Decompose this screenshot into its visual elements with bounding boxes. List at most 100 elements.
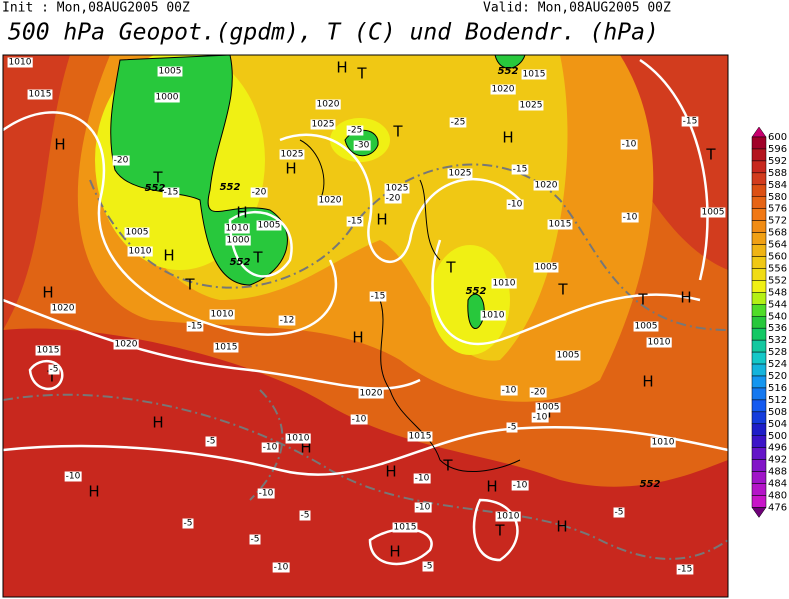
label-box <box>535 402 561 413</box>
isobar-label: 1005 <box>535 263 558 273</box>
isobar-label: 1015 <box>409 432 432 442</box>
pressure-center: T <box>705 146 716 164</box>
label-box <box>272 562 290 573</box>
colorbar-label: 592 <box>768 156 787 167</box>
label-box <box>392 522 418 533</box>
colorbar-swatch <box>751 172 767 186</box>
temperature-label: -15 <box>371 292 386 302</box>
label-box <box>224 223 250 234</box>
colorbar-label: 540 <box>768 311 787 322</box>
temperature-label: -10 <box>259 489 274 499</box>
temperature-label: -25 <box>451 118 466 128</box>
pressure-center: H <box>486 478 497 496</box>
colorbar-label: 600 <box>768 132 787 143</box>
label-box <box>633 321 659 332</box>
label-box <box>112 155 130 166</box>
label-box <box>506 199 524 210</box>
temperature-label: -12 <box>280 316 295 326</box>
colorbar-swatch <box>751 292 767 305</box>
field <box>3 328 728 597</box>
height-label: 552 <box>466 286 487 297</box>
isobar-label: 1025 <box>312 120 335 130</box>
label-box <box>7 57 33 68</box>
colorbar-swatch <box>751 435 767 448</box>
label-box <box>285 433 311 444</box>
colorbar-label: 480 <box>768 491 787 502</box>
isobar-label: 1005 <box>635 322 658 332</box>
isobar-label: 1005 <box>537 403 560 413</box>
isobar-label: 1015 <box>394 523 417 533</box>
temperature-label: -5 <box>615 508 624 518</box>
label-box <box>124 227 150 238</box>
label-box <box>447 168 473 179</box>
field <box>3 55 70 330</box>
colorbar-label: 572 <box>768 216 787 227</box>
isobar-label: 1010 <box>211 310 234 320</box>
temperature-label: -10 <box>502 386 517 396</box>
isobar-label: 1025 <box>386 184 409 194</box>
label-box <box>491 278 517 289</box>
temperature-label: -5 <box>251 535 260 545</box>
colorbar-label: 536 <box>768 323 787 334</box>
label-box <box>256 220 282 231</box>
colorbar-label: 516 <box>768 383 787 394</box>
label-box <box>249 534 261 545</box>
isobar-label: 1010 <box>9 58 32 68</box>
label-box <box>533 262 559 273</box>
pressure-center: H <box>54 136 65 154</box>
colorbar-swatch <box>751 411 767 425</box>
label-box <box>613 507 625 518</box>
map-labels: HTHTHTHHHHTHTTHHTHTTHTHHHTHTHHH101010151… <box>7 57 726 575</box>
pressure-center: T <box>392 123 403 141</box>
temperature-label: -10 <box>416 503 431 513</box>
isobar-label: 1010 <box>652 438 675 448</box>
height-label: 552 <box>640 479 661 490</box>
colorbar-swatch <box>751 483 767 496</box>
pressure-center: H <box>376 211 387 229</box>
label-box <box>621 212 639 223</box>
label-box <box>346 125 364 136</box>
pressure-center: T <box>637 291 648 309</box>
label-box <box>384 193 402 204</box>
isobar-label: 1010 <box>482 311 505 321</box>
label-box <box>278 315 296 326</box>
colorbar: 6005965925885845805765725685645605565525… <box>751 126 787 518</box>
pressure-center: T <box>184 276 195 294</box>
colorbar-label: 484 <box>768 479 787 490</box>
label-box <box>700 207 726 218</box>
label-box <box>384 183 410 194</box>
label-box <box>500 385 518 396</box>
temperature-label: -5 <box>184 519 193 529</box>
height-label: 552 <box>220 182 241 193</box>
map-frame <box>2 54 729 598</box>
temperature-label: -5 <box>207 437 216 447</box>
label-box <box>113 339 139 350</box>
pressure-center: H <box>236 204 247 222</box>
isotherms <box>3 163 728 560</box>
isobar-label: 1010 <box>226 224 249 234</box>
label-box <box>205 436 217 447</box>
colorbar-arrow <box>751 126 767 138</box>
colorbar-swatch <box>751 447 767 460</box>
temperature-label: -15 <box>513 165 528 175</box>
colorbar-swatch <box>751 316 767 329</box>
temperature-label: -20 <box>252 188 267 198</box>
pressure-center: T <box>557 281 568 299</box>
colorbar-label: 580 <box>768 192 787 203</box>
pressure-center: T <box>252 249 263 267</box>
isobar-label: 1000 <box>227 236 250 246</box>
colorbar-label: 548 <box>768 287 787 298</box>
label-box <box>646 337 672 348</box>
colorbar-label: 504 <box>768 419 787 430</box>
label-box <box>162 187 180 198</box>
label-box <box>35 345 61 356</box>
label-box <box>490 84 516 95</box>
label-box <box>250 187 268 198</box>
colorbar-arrow <box>751 507 767 518</box>
label-box <box>225 235 251 246</box>
label-box <box>676 564 694 575</box>
colorbar-swatch <box>751 339 767 353</box>
temperature-label: -10 <box>415 474 430 484</box>
label-box <box>547 219 573 230</box>
isobar-label: 1010 <box>648 338 671 348</box>
